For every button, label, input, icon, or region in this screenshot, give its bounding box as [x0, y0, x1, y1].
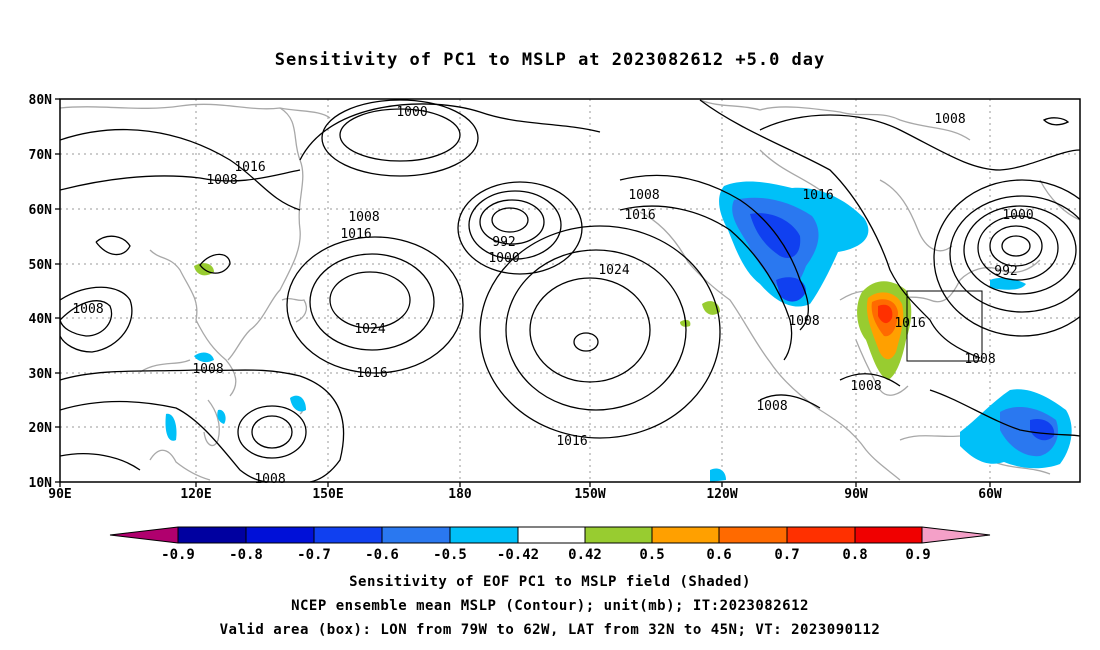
contour-label: 1000 [1002, 208, 1033, 223]
colorbar-label: 0.7 [774, 547, 799, 563]
colorbar-segment [314, 527, 382, 543]
lon-label: 90E [48, 487, 71, 502]
lon-label: 60W [978, 487, 1002, 502]
contour-label: 992 [994, 264, 1017, 279]
colorbar-label: 0.42 [568, 547, 602, 563]
colorbar-left-arrow [110, 527, 178, 543]
contour-label: 1024 [598, 263, 629, 278]
lat-label: 10N [29, 476, 53, 491]
colorbar-label: -0.42 [497, 547, 539, 563]
contour-label: 1016 [624, 208, 655, 223]
contour-labels: 1000 1008 1016 1008 1008 1016 992 1000 1… [72, 105, 1033, 487]
contour-label: 1016 [894, 316, 925, 331]
caption-contour: NCEP ensemble mean MSLP (Contour); unit(… [291, 598, 809, 614]
colorbar-label: 0.6 [706, 547, 731, 563]
colorbar-label: 0.9 [905, 547, 930, 563]
colorbar-label: 0.5 [639, 547, 664, 563]
colorbar-segment [382, 527, 450, 543]
contour-label: 1024 [354, 322, 385, 337]
contour-label: 992 [492, 235, 515, 250]
valid-area-box [906, 290, 983, 362]
lat-label: 40N [29, 312, 53, 327]
contour-label: 1008 [934, 112, 965, 127]
mslp-contours [60, 99, 1080, 482]
contour-label: 1008 [850, 379, 881, 394]
contour-label: 1016 [356, 366, 387, 381]
lat-label: 30N [29, 367, 53, 382]
contour-label: 1008 [756, 399, 787, 414]
lat-label: 60N [29, 203, 53, 218]
longitude-labels: 90E 120E 150E 180 150W 120W 90W 60W [48, 487, 1002, 502]
colorbar-segment [518, 527, 585, 543]
lat-label: 70N [29, 148, 53, 163]
contour-label: 1008 [788, 314, 819, 329]
figure-title: Sensitivity of PC1 to MSLP at 2023082612… [274, 50, 826, 70]
axis-ticks [55, 98, 991, 487]
latitude-labels: 80N 70N 60N 50N 40N 30N 20N 10N [29, 93, 53, 491]
caption-shaded: Sensitivity of EOF PC1 to MSLP field (Sh… [349, 574, 751, 590]
colorbar-segment [652, 527, 719, 543]
contour-label: 1016 [340, 227, 371, 242]
colorbar-segment [246, 527, 314, 543]
contour-label: 1000 [396, 105, 427, 120]
colorbar-label: -0.9 [161, 547, 195, 563]
contour-label: 1016 [556, 434, 587, 449]
colorbar-segment [450, 527, 518, 543]
lon-label: 150E [312, 487, 343, 502]
colorbar-segment [178, 527, 246, 543]
lon-label: 150W [574, 487, 605, 502]
colorbar-right-arrow [922, 527, 990, 543]
contour-label: 1016 [802, 188, 833, 203]
colorbar-segment [585, 527, 652, 543]
lon-label: 180 [448, 487, 472, 502]
colorbar-segment [855, 527, 922, 543]
contour-label: 1016 [234, 160, 265, 175]
lon-label: 120E [180, 487, 211, 502]
contour-label: 1008 [72, 302, 103, 317]
colorbar-label: 0.8 [842, 547, 867, 563]
contour-label: 1008 [192, 362, 223, 377]
colorbar-label: -0.6 [365, 547, 399, 563]
colorbar-segment [719, 527, 787, 543]
lon-label: 90W [844, 487, 868, 502]
colorbar: -0.9 -0.8 -0.7 -0.6 -0.5 -0.42 0.42 0.5 … [109, 526, 991, 563]
lon-label: 120W [706, 487, 737, 502]
caption-valid-area: Valid area (box): LON from 79W to 62W, L… [219, 622, 881, 638]
colorbar-label: -0.5 [433, 547, 467, 563]
contour-label: 1008 [628, 188, 659, 203]
lat-label: 80N [29, 93, 53, 108]
contour-label: 1000 [488, 251, 519, 266]
contour-label: 1008 [348, 210, 379, 225]
colorbar-segment [787, 527, 855, 543]
contour-label: 1008 [254, 472, 285, 487]
map-border [59, 98, 1081, 483]
lat-label: 20N [29, 421, 53, 436]
contour-label: 1008 [964, 352, 995, 367]
lat-label: 50N [29, 258, 53, 273]
colorbar-label: -0.7 [297, 547, 331, 563]
colorbar-label: -0.8 [229, 547, 263, 563]
contour-label: 1008 [206, 173, 237, 188]
